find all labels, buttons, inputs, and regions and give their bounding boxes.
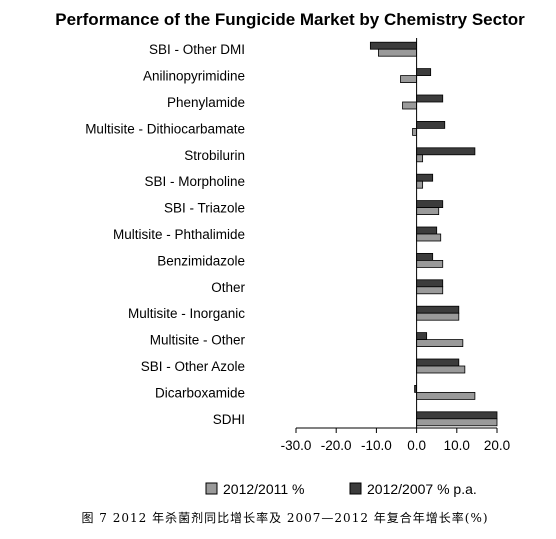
bar-series-1-sbi-morpholine [416, 180, 424, 189]
category-label-sdhi: SDHI [213, 412, 245, 427]
bar-series-2-other [416, 279, 444, 288]
category-label-sbi-other-azole: SBI - Other Azole [141, 359, 245, 374]
bar-series-1-sbi-other-dmi [378, 48, 418, 57]
bar-series-1-multisite-dithiocarbamate [412, 127, 417, 136]
bar-series-2-multisite-inorganic [416, 305, 460, 314]
bar-series-2-anilinopyrimidine [416, 68, 432, 76]
bar-series-2-sbi-triazole [416, 200, 444, 209]
category-label-phenylamide: Phenylamide [167, 95, 245, 110]
category-label-sbi-morpholine: SBI - Morpholine [144, 174, 245, 189]
x-tick-label-5: 20.0 [484, 438, 510, 453]
bar-series-1-other [416, 286, 444, 295]
bar-series-2-strobilurin [416, 147, 476, 156]
bar-series-1-multisite-other [416, 339, 464, 348]
category-label-dicarboxamide: Dicarboxamide [155, 385, 245, 400]
bar-series-1-sbi-other-azole [416, 365, 466, 374]
bar-series-1-strobilurin [416, 154, 424, 163]
bar-series-1-benzimidazole [416, 259, 444, 268]
category-label-other: Other [211, 280, 245, 295]
bar-series-1-anilinopyrimidine [400, 75, 417, 83]
legend-swatch-series-2 [349, 482, 362, 495]
category-label-strobilurin: Strobilurin [184, 148, 245, 163]
legend-swatch-series-1 [205, 482, 218, 495]
bar-series-2-multisite-phthalimide [416, 226, 438, 235]
bar-series-2-benzimidazole [416, 252, 434, 261]
category-label-multisite-inorganic: Multisite - Inorganic [128, 306, 245, 321]
legend: 2012/2011 % 2012/2007 % p.a. [205, 481, 477, 497]
plot-area: SBI - Other DMI Anilinopyrimidine Phenylam… [85, 38, 510, 453]
x-tick-label-4: 10.0 [444, 438, 470, 453]
category-label-multisite-other: Multisite - Other [150, 333, 246, 348]
chart-title: Performance of the Fungicide Market by C… [55, 10, 525, 29]
category-label-sbi-triazole: SBI - Triazole [164, 201, 245, 216]
legend-label-series-1: 2012/2011 % [223, 481, 304, 497]
x-tick-label-3: 0.0 [407, 438, 426, 453]
bar-series-2-sdhi [416, 411, 498, 420]
bar-series-1-sbi-triazole [416, 207, 440, 216]
category-label-anilinopyrimidine: Anilinopyrimidine [143, 69, 245, 84]
x-tick-label-2: -10.0 [361, 438, 392, 453]
category-label-benzimidazole: Benzimidazole [157, 253, 245, 268]
bar-series-2-multisite-other [416, 332, 428, 341]
bar-series-1-sdhi [416, 418, 498, 427]
category-label-multisite-dithiocarbamate: Multisite - Dithiocarbamate [85, 121, 245, 136]
bar-series-2-multisite-dithiocarbamate [416, 121, 446, 129]
bar-series-1-multisite-phthalimide [416, 233, 442, 242]
bar-series-2-sbi-other-azole [416, 358, 460, 367]
legend-label-series-2: 2012/2007 % p.a. [367, 481, 477, 497]
bar-series-2-sbi-morpholine [416, 173, 434, 182]
bar-series-2-sbi-other-dmi [369, 41, 417, 50]
bar-series-1-dicarboxamide [416, 391, 476, 400]
bar-series-1-phenylamide [402, 101, 417, 110]
x-tick-label-0: -30.0 [281, 438, 312, 453]
bar-series-1-multisite-inorganic [416, 312, 460, 321]
x-tick-label-1: -20.0 [321, 438, 352, 453]
figure-caption: 图 7 2012 年杀菌剂同比增长率及 2007—2012 年复合年增长率(%) [81, 510, 488, 525]
category-label-multisite-phthalimide: Multisite - Phthalimide [113, 227, 245, 242]
category-label-sbi-other-dmi: SBI - Other DMI [149, 42, 245, 57]
bar-series-2-phenylamide [416, 94, 444, 103]
